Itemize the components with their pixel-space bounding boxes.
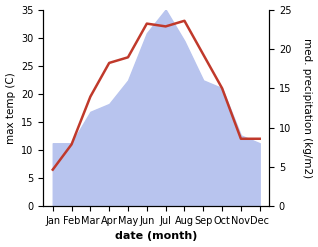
Y-axis label: max temp (C): max temp (C) — [5, 72, 16, 144]
X-axis label: date (month): date (month) — [115, 231, 197, 242]
Y-axis label: med. precipitation (kg/m2): med. precipitation (kg/m2) — [302, 38, 313, 178]
